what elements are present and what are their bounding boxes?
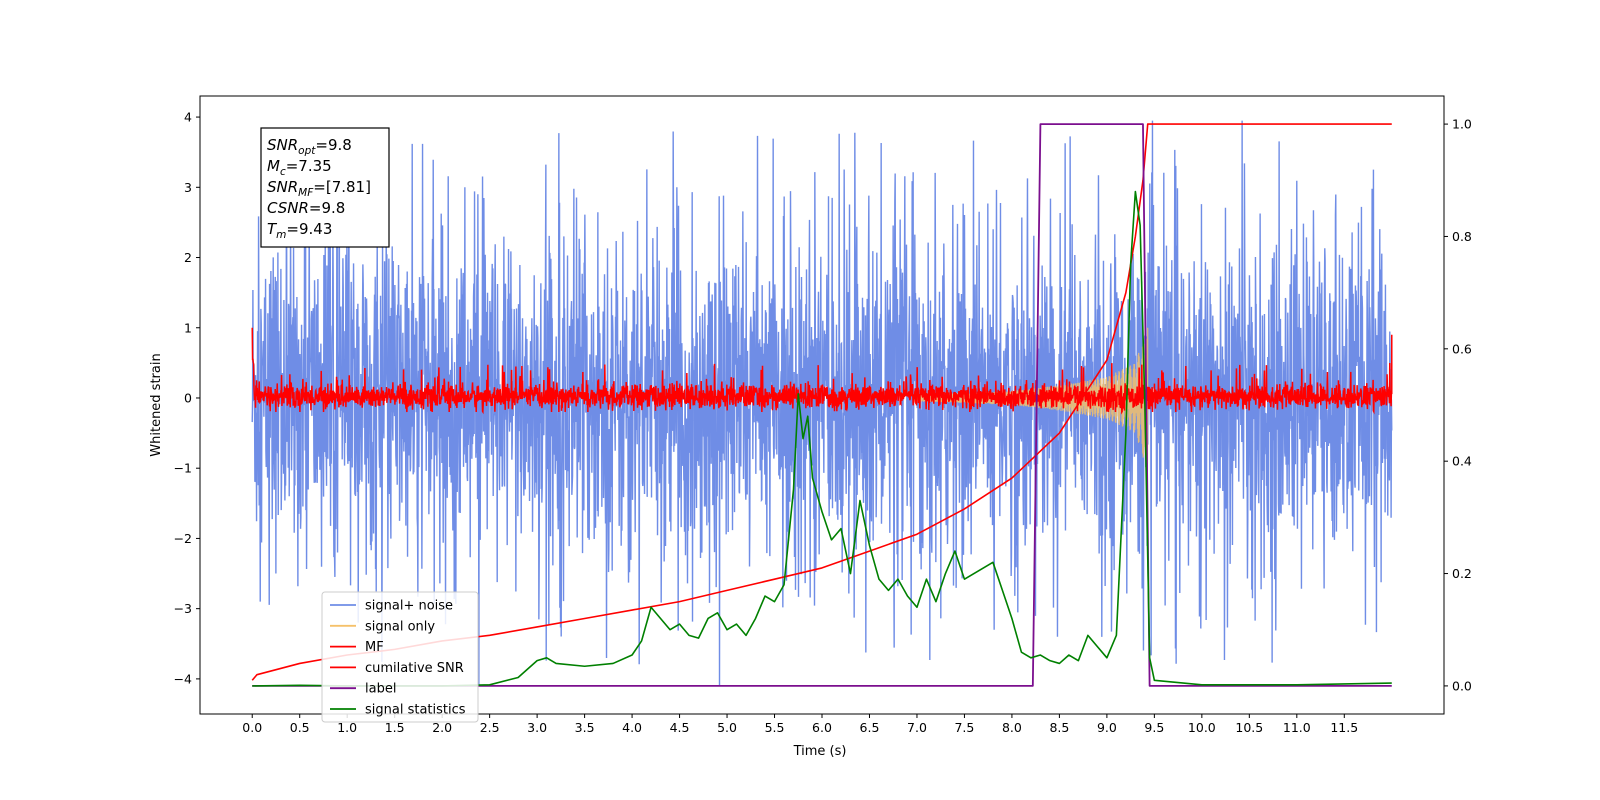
- x-tick-label: 11.0: [1283, 720, 1311, 735]
- x-tick-label: 9.0: [1097, 720, 1117, 735]
- x-tick-label: 0.0: [242, 720, 262, 735]
- annotation-line: CSNR=9.8: [267, 199, 345, 217]
- x-tick-label: 6.0: [812, 720, 832, 735]
- annotation-line: SNRMF=[7.81]: [267, 178, 371, 199]
- x-tick-label: 4.5: [670, 720, 690, 735]
- y2-tick-label: 1.0: [1452, 117, 1472, 132]
- y2-tick-label: 0.4: [1452, 454, 1472, 469]
- annotation-line: Mc=7.35: [267, 157, 332, 178]
- x-tick-label: 2.0: [432, 720, 452, 735]
- y2-tick-label: 0.8: [1452, 229, 1472, 244]
- x-tick-label: 2.5: [480, 720, 500, 735]
- annotation-frame: [260, 127, 390, 248]
- y-tick-label: −2: [174, 531, 192, 546]
- legend-label: signal only: [365, 619, 435, 634]
- x-tick-label: 7.5: [954, 720, 974, 735]
- x-tick-label: 7.0: [907, 720, 927, 735]
- x-tick-label: 9.5: [1144, 720, 1164, 735]
- legend: signal+ noise signal only MF cumilative SNR…: [321, 591, 479, 723]
- x-tick-label: 1.0: [337, 720, 357, 735]
- y2-tick-label: 0.0: [1452, 678, 1472, 693]
- x-tick-label: 3.5: [575, 720, 595, 735]
- y-tick-label: 0: [184, 390, 192, 405]
- y-tick-label: −4: [174, 671, 192, 686]
- legend-label: label: [365, 682, 396, 697]
- x-tick-label: 10.5: [1235, 720, 1263, 735]
- y2-tick-label: 0.2: [1452, 566, 1472, 581]
- x-tick-label: 5.0: [717, 720, 737, 735]
- y-tick-label: 2: [184, 250, 192, 265]
- x-tick-label: 0.5: [290, 720, 310, 735]
- x-tick-label: 10.0: [1188, 720, 1216, 735]
- y-tick-label: 3: [184, 180, 192, 195]
- annotation-line: Tm=9.43: [267, 220, 332, 241]
- legend-frame: [321, 591, 479, 723]
- legend-label: cumilative SNR: [365, 661, 464, 676]
- annotation-line: SNRopt=9.8: [267, 136, 352, 157]
- y-axis-left: 4 3 2 1 0 −1 −2 −3 −4: [174, 110, 200, 686]
- x-tick-label: 8.0: [1002, 720, 1022, 735]
- y-tick-label: 4: [184, 110, 192, 125]
- x-axis-label: Time (s): [793, 744, 847, 759]
- y-tick-label: −1: [174, 461, 192, 476]
- x-tick-label: 5.5: [765, 720, 785, 735]
- legend-label: signal+ noise: [365, 599, 453, 614]
- x-tick-label: 4.0: [622, 720, 642, 735]
- series-signal-statistics: [252, 190, 1392, 687]
- y-tick-label: 1: [184, 320, 192, 335]
- y-axis-right: 1.0 0.8 0.6 0.4 0.2 0.0: [1444, 117, 1472, 693]
- x-tick-label: 3.0: [527, 720, 547, 735]
- x-tick-label: 11.5: [1330, 720, 1358, 735]
- legend-label: MF: [365, 640, 384, 655]
- x-tick-label: 1.5: [385, 720, 405, 735]
- series-label: [252, 123, 1392, 687]
- y-axis-label: Whitened strain: [149, 353, 164, 456]
- x-tick-label: 6.5: [860, 720, 880, 735]
- x-tick-label: 8.5: [1049, 720, 1069, 735]
- y2-tick-label: 0.6: [1452, 341, 1472, 356]
- legend-label: signal statistics: [365, 703, 466, 718]
- y-tick-label: −3: [174, 601, 192, 616]
- x-axis: 0.0 0.5 1.0 1.5 2.0 2.5 3.0 3.5 4.0 4.5 5.0 5.5 6.0 6…: [242, 714, 1358, 735]
- series-mf: [251, 327, 1393, 415]
